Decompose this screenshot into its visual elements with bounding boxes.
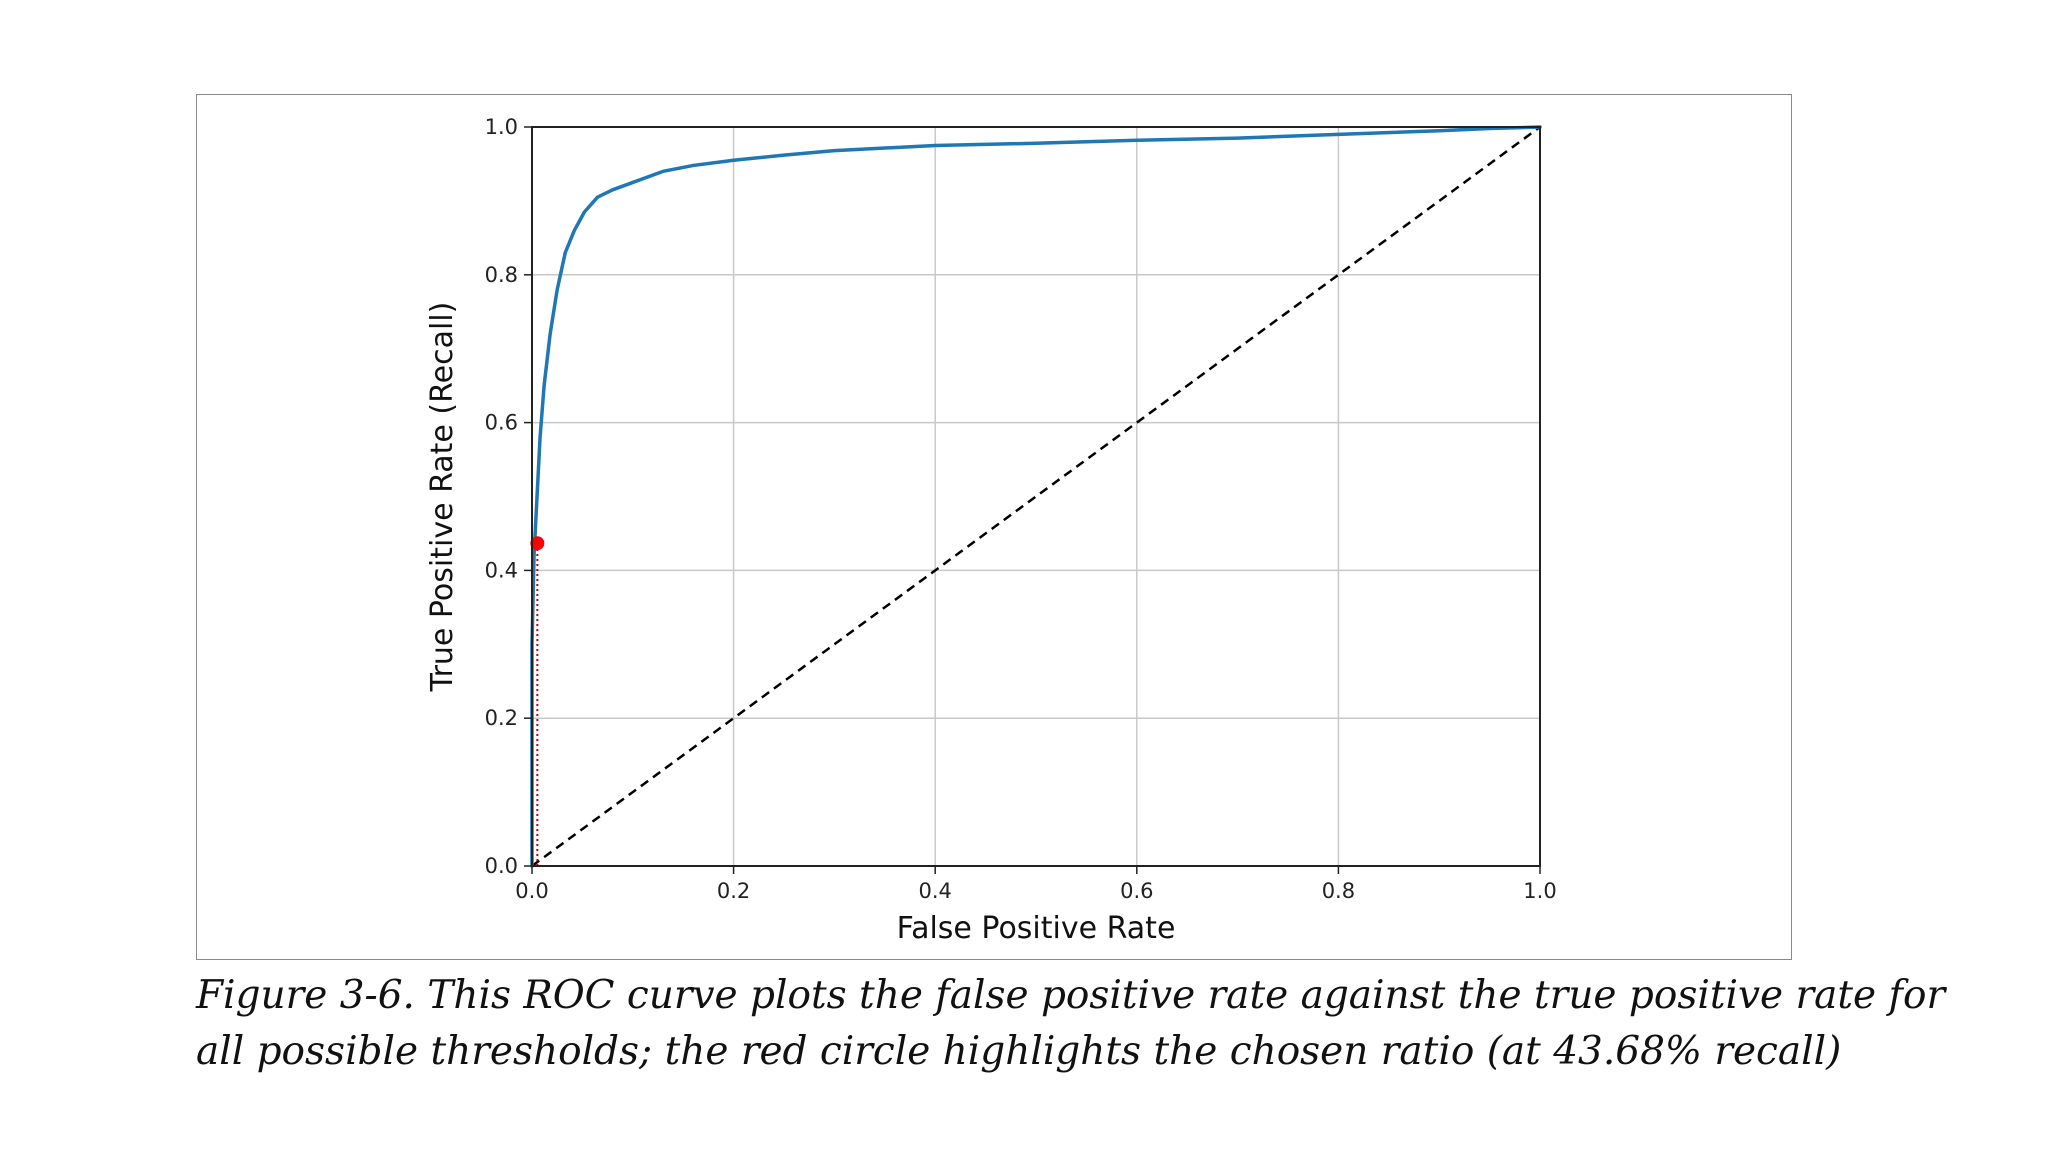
plot-area-border	[531, 126, 1541, 867]
x-tick-label: 0.2	[717, 879, 750, 903]
x-tick-label: 0.6	[1120, 879, 1153, 903]
y-tick-label: 0.8	[485, 263, 518, 287]
roc-chart: 0.0 0.2 0.4 0.6 0.8 1.0 0.0 0.2 0.4 0.6 0.8 1.0 Fa…	[425, 115, 1557, 946]
caption-line-1: Figure 3-6. This ROC curve plots the fal…	[196, 973, 1946, 1018]
y-axis-label: True Positive Rate (Recall)	[425, 302, 460, 693]
diagonal-reference-line	[531, 125, 1541, 868]
figure-caption: Figure 3-6. This ROC curve plots the fal…	[196, 968, 1946, 1080]
y-tick-label: 0.2	[485, 706, 518, 730]
x-tick-label: 0.0	[515, 879, 548, 903]
x-axis-label: False Positive Rate	[897, 911, 1176, 946]
y-tick-labels: 0.0 0.2 0.4 0.6 0.8 1.0	[485, 115, 518, 878]
tick-marks	[524, 126, 1541, 874]
roc-curve-line	[530, 125, 1542, 868]
figure-frame	[196, 94, 1792, 960]
x-tick-label: 0.8	[1322, 879, 1355, 903]
y-tick-label: 0.4	[485, 558, 518, 582]
y-tick-label: 0.6	[485, 411, 518, 435]
roc-curve-layer	[530, 125, 1542, 868]
y-tick-label: 1.0	[485, 115, 518, 139]
reference-line-layer	[531, 125, 1541, 868]
y-tick-label: 0.0	[485, 854, 518, 878]
x-tick-labels: 0.0 0.2 0.4 0.6 0.8 1.0	[515, 879, 1556, 903]
x-tick-label: 1.0	[1523, 879, 1556, 903]
caption-line-2: all possible thresholds; the red circle …	[196, 1029, 1842, 1074]
highlight-point	[530, 536, 545, 551]
x-tick-label: 0.4	[918, 879, 951, 903]
